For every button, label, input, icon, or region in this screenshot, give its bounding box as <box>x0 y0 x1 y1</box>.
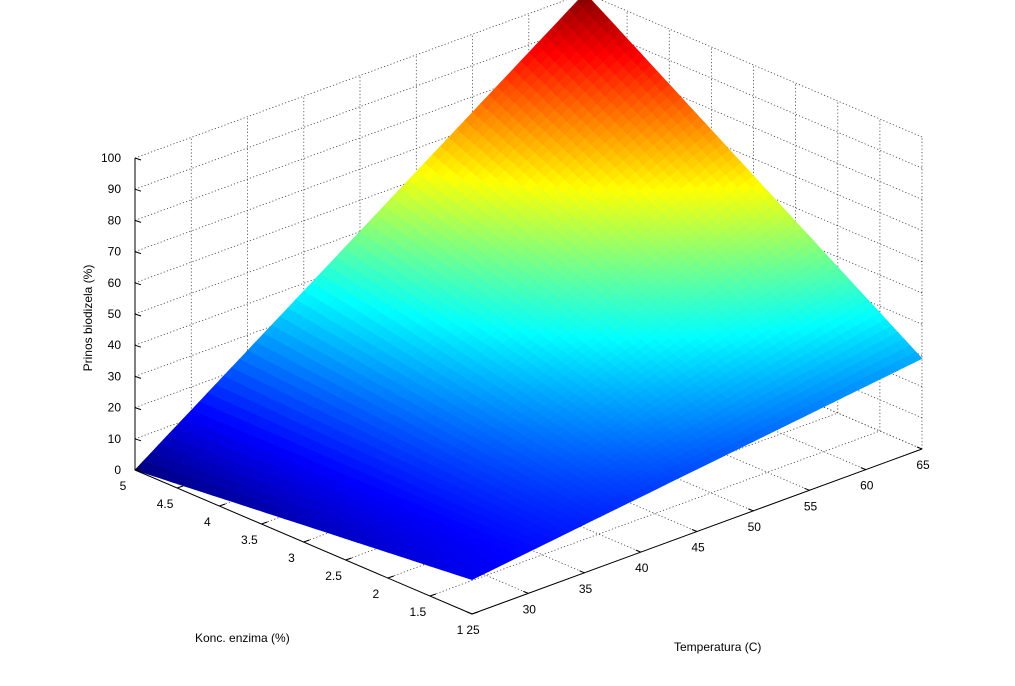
z-tick-mark <box>134 219 142 223</box>
y-tick-label: 4.5 <box>157 497 174 511</box>
z-tick-mark <box>134 344 142 348</box>
x-tick-mark <box>916 446 923 450</box>
x-tick-label: 50 <box>748 520 762 534</box>
x-tick-mark <box>748 508 754 512</box>
z-tick-label: 50 <box>108 307 122 321</box>
x-tick-mark <box>860 467 866 471</box>
tick-labels: 25303540455055606511.522.533.544.5501020… <box>101 151 930 637</box>
y-tick-mark <box>429 593 437 597</box>
x-tick-mark <box>523 590 529 594</box>
z-tick-mark <box>134 282 142 286</box>
z-tick-mark <box>134 469 142 473</box>
z-tick-label: 10 <box>108 432 122 446</box>
axes <box>134 157 923 615</box>
z-tick-label: 80 <box>108 213 122 227</box>
z-tick-label: 30 <box>108 369 122 383</box>
y-tick-mark <box>261 521 268 525</box>
x-tick-mark <box>804 487 810 491</box>
z-tick-mark <box>134 375 142 379</box>
x-tick-mark <box>635 549 641 553</box>
z-tick-mark <box>134 313 142 317</box>
z-tick-label: 20 <box>108 401 122 415</box>
x-axis-label: Temperatura (C) <box>674 640 761 654</box>
z-tick-label: 100 <box>101 151 121 165</box>
y-tick-label: 1 <box>457 623 464 637</box>
x-tick-label: 35 <box>579 582 593 596</box>
y-tick-mark <box>345 557 352 561</box>
x-tick-label: 65 <box>916 458 930 472</box>
z-tick-label: 0 <box>114 463 121 477</box>
z-tick-mark <box>134 157 142 161</box>
y-tick-label: 5 <box>120 479 127 493</box>
surface <box>134 0 923 581</box>
y-tick-mark <box>387 575 394 579</box>
y-tick-mark <box>219 503 226 507</box>
y-tick-mark <box>471 611 479 615</box>
x-tick-label: 25 <box>466 623 480 637</box>
y-tick-mark <box>176 485 184 489</box>
y-tick-label: 4 <box>204 515 211 529</box>
z-tick-label: 40 <box>108 338 122 352</box>
x-tick-label: 55 <box>804 499 818 513</box>
z-tick-label: 90 <box>108 182 122 196</box>
y-tick-label: 3 <box>288 551 295 565</box>
y-tick-label: 2 <box>372 587 379 601</box>
z-tick-mark <box>134 251 142 255</box>
y-tick-label: 3.5 <box>241 533 258 547</box>
surface-patch <box>465 573 481 581</box>
x-tick-label: 45 <box>691 541 705 555</box>
z-tick-label: 60 <box>108 276 122 290</box>
x-tick-mark <box>579 570 585 574</box>
x-tick-mark <box>691 529 698 532</box>
y-tick-mark <box>134 467 142 471</box>
x-tick-mark <box>466 611 473 615</box>
y-axis-label: Konc. enzima (%) <box>195 631 290 645</box>
x-tick-label: 60 <box>860 479 874 493</box>
z-tick-mark <box>134 438 142 442</box>
y-tick-label: 1.5 <box>410 605 427 619</box>
y-tick-mark <box>303 539 310 543</box>
z-tick-mark <box>134 188 142 192</box>
z-tick-label: 70 <box>108 245 122 259</box>
z-tick-mark <box>134 407 142 411</box>
x-tick-label: 40 <box>635 561 649 575</box>
z-axis-label: Prinos biodizela (%) <box>81 265 95 372</box>
y-tick-label: 2.5 <box>325 569 342 583</box>
x-tick-label: 30 <box>523 602 537 616</box>
